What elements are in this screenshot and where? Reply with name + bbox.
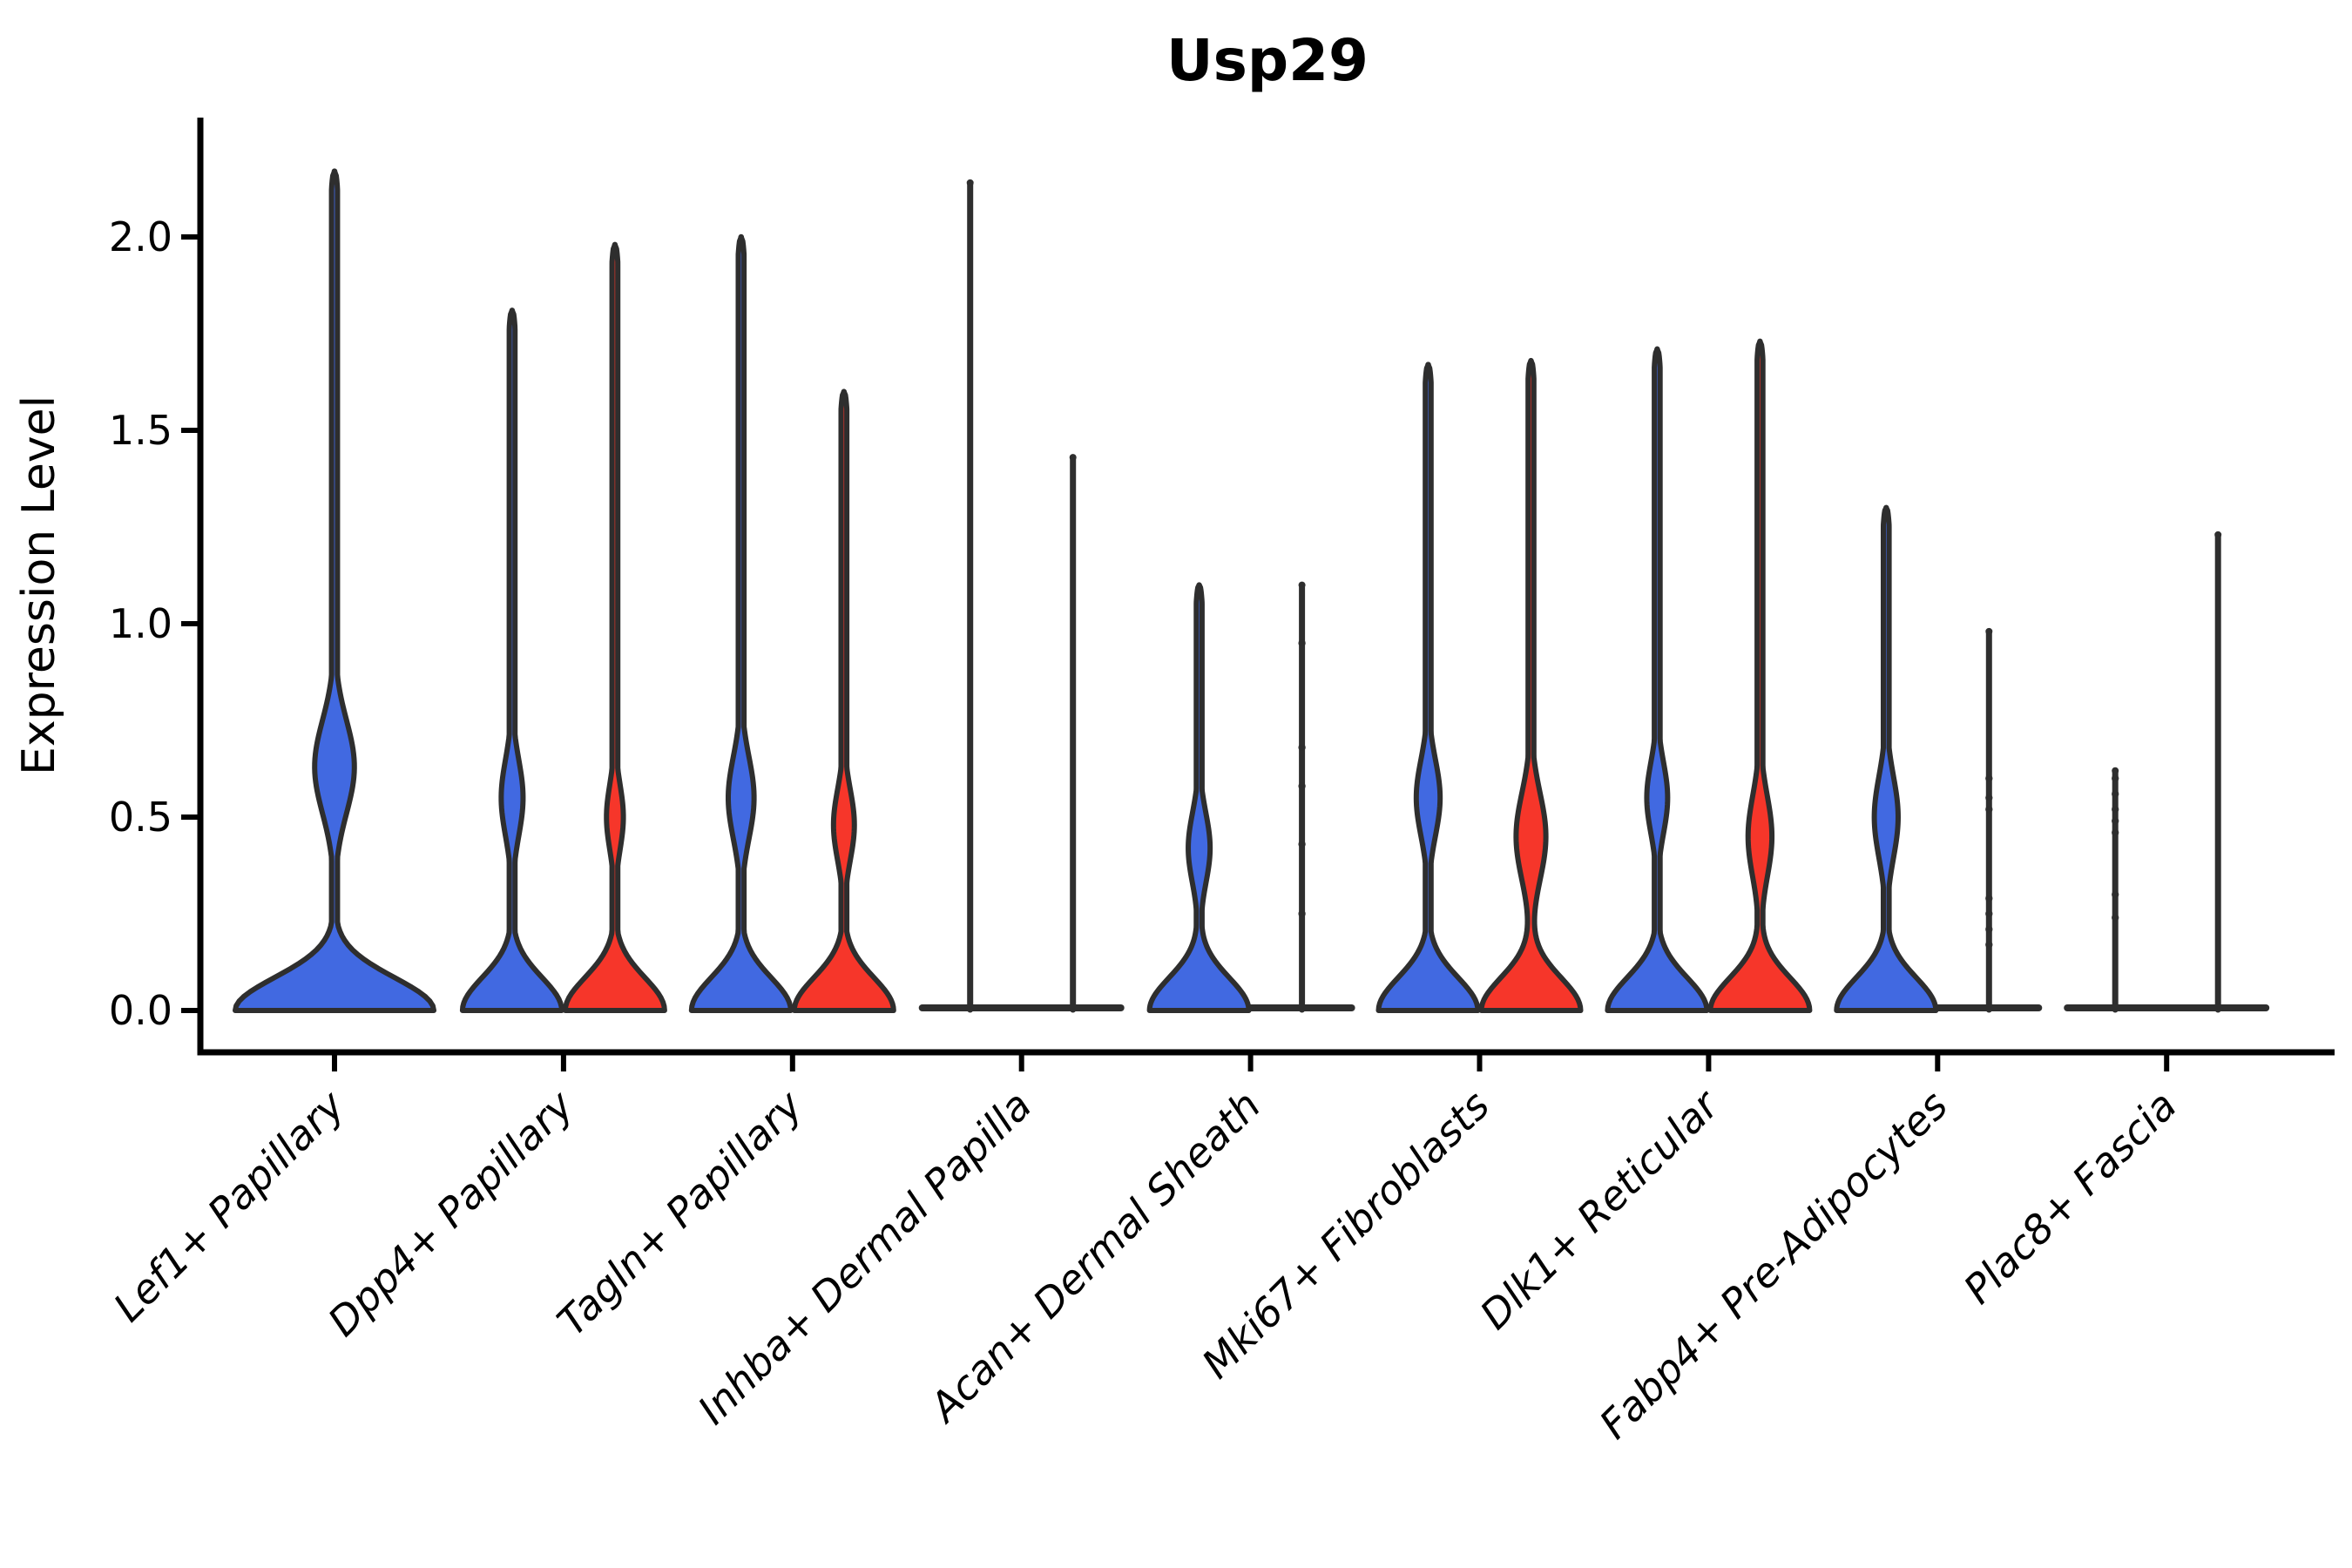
collapsed-violin-tip — [966, 179, 974, 186]
expression-point — [1985, 774, 1993, 782]
expression-point — [1985, 794, 1993, 801]
expression-point — [1298, 840, 1306, 848]
y-tick-label: 0.0 — [109, 987, 172, 1034]
expression-point — [2112, 914, 2119, 922]
expression-point — [1985, 941, 1993, 949]
expression-point — [1298, 743, 1306, 752]
y-axis-label: Expression Level — [13, 395, 65, 775]
violin-tip — [1196, 582, 1202, 588]
chart-title: Usp29 — [1166, 27, 1369, 94]
expression-point — [1985, 895, 1993, 902]
y-tick-label: 1.5 — [109, 407, 172, 454]
collapsed-violin-base — [918, 1004, 1125, 1011]
violin-layer — [233, 168, 2270, 1013]
expression-point — [1298, 639, 1306, 647]
collapsed-violin-tip — [1985, 627, 1993, 635]
expression-point — [2112, 890, 2119, 898]
y-tick-label: 2.0 — [109, 213, 172, 260]
expression-point — [1985, 925, 1993, 933]
collapsed-violin-tip — [1298, 581, 1306, 589]
axes-layer — [181, 118, 2335, 1071]
expression-point — [1985, 909, 1993, 918]
y-tick-label: 1.0 — [109, 600, 172, 647]
violin-tip — [1654, 346, 1660, 352]
collapsed-violin-tip — [2112, 767, 2119, 774]
violin-tip — [1757, 338, 1763, 345]
expression-point — [1298, 909, 1306, 918]
collapsed-violin-tip — [2214, 531, 2222, 538]
y-tick-label: 0.5 — [109, 794, 172, 841]
expression-point — [1298, 782, 1306, 790]
violin-tip — [1425, 362, 1431, 368]
expression-point — [2112, 790, 2119, 798]
collapsed-violin-tip — [1069, 454, 1077, 462]
violin-tip — [509, 308, 516, 314]
expression-point — [2112, 774, 2119, 782]
expression-point — [2112, 805, 2119, 814]
expression-point — [2112, 828, 2119, 836]
violin-tip — [331, 168, 338, 174]
violin-tip — [612, 241, 618, 248]
expression-point — [1985, 805, 1993, 814]
violin-tip — [1883, 504, 1889, 510]
collapsed-violin-base — [2064, 1004, 2270, 1011]
violin-tip — [841, 389, 847, 395]
violin-tip — [1528, 357, 1534, 364]
expression-point — [2112, 817, 2119, 825]
violin-tip — [738, 233, 744, 240]
